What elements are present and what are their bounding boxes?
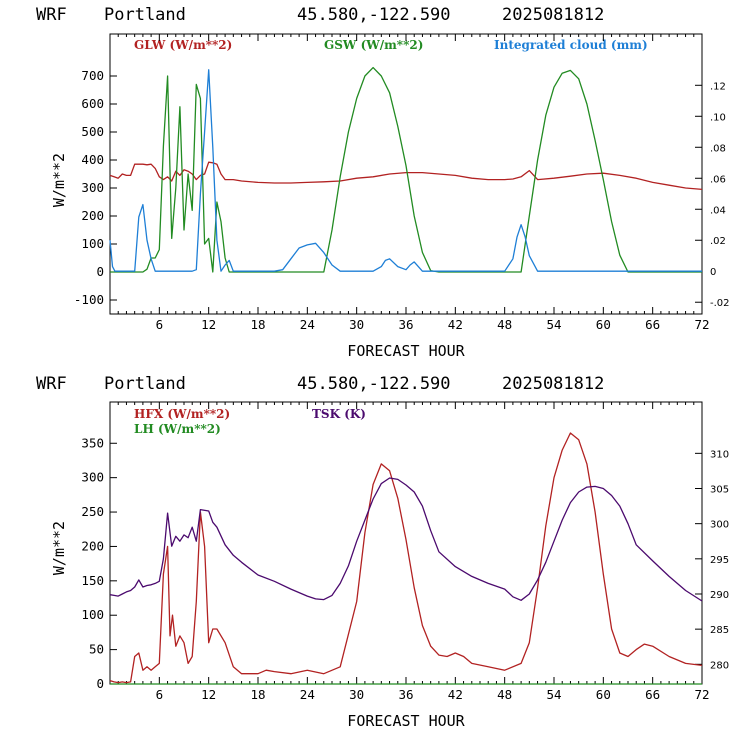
y2-tick-label: 300 (710, 520, 729, 531)
y-tick-label: 100 (81, 236, 104, 251)
y-axis-title: W/m**2 (50, 521, 68, 575)
x-tick-label: 48 (497, 687, 512, 702)
x-tick-label: 24 (300, 317, 315, 332)
y2-tick-label: .04 (710, 205, 726, 216)
x-tick-label: 24 (300, 687, 315, 702)
series-hfx-line (109, 432, 703, 684)
panel-header: WRF Portland 45.580,-122.590 2025081812 (36, 5, 604, 25)
x-tick-label: 66 (645, 317, 660, 332)
series-integrated-line (109, 69, 702, 272)
y2-tick-label: .12 (710, 81, 726, 92)
x-tick-label: 54 (546, 317, 561, 332)
series-gsw-line (110, 66, 702, 273)
x-tick-label: 66 (645, 687, 660, 702)
x-tick-label: 60 (596, 687, 611, 702)
y2-tick-label: 305 (710, 484, 729, 495)
y2-tick-label: 285 (710, 625, 729, 636)
y-tick-label: 250 (81, 504, 104, 519)
coordinates: 45.580,-122.590 (297, 374, 451, 394)
x-tick-label: 6 (156, 317, 164, 332)
y2-tick-label: .08 (710, 143, 726, 154)
surface-flux-panel: WRF Portland 45.580,-122.590 2025081812 … (36, 374, 729, 730)
y-tick-label: -100 (74, 292, 104, 307)
x-axis-title: FORECAST HOUR (347, 712, 465, 730)
y-tick-label: 0 (96, 264, 104, 279)
y2-tick-label: .06 (710, 174, 726, 185)
y2-tick-label: 295 (710, 555, 729, 566)
x-tick-label: 60 (596, 317, 611, 332)
legend-tsk: TSK (K) (312, 407, 366, 421)
legend-gsw: GSW (W/m**2) (324, 38, 423, 52)
y-tick-label: 300 (81, 470, 104, 485)
x-tick-label: 6 (156, 687, 164, 702)
model-name: WRF (36, 374, 67, 394)
y-tick-label: 150 (81, 573, 104, 588)
legend-glw: GLW (W/m**2) (134, 38, 232, 52)
x-axis-title: FORECAST HOUR (347, 342, 465, 360)
x-tick-label: 42 (448, 687, 463, 702)
model-name: WRF (36, 5, 67, 25)
x-tick-label: 72 (694, 317, 709, 332)
x-tick-label: 12 (201, 317, 216, 332)
run-time: 2025081812 (502, 5, 604, 25)
y2-tick-label: 290 (710, 590, 729, 601)
series-glw-line (109, 161, 703, 191)
x-tick-label: 36 (398, 687, 413, 702)
y-tick-label: 600 (81, 96, 104, 111)
legend-cloud: Integrated cloud (mm) (494, 38, 648, 52)
x-tick-label: 30 (349, 687, 364, 702)
y2-tick-label: 280 (710, 660, 729, 671)
y-tick-label: 100 (81, 607, 104, 622)
y2-tick-label: .10 (710, 112, 726, 123)
y2-tick-label: -.02 (710, 298, 730, 309)
x-tick-label: 18 (250, 317, 265, 332)
x-tick-label: 72 (694, 687, 709, 702)
y-tick-label: 400 (81, 152, 104, 167)
y-axis-title: W/m**2 (50, 153, 68, 207)
y2-tick-label: 310 (710, 449, 729, 460)
x-tick-label: 48 (497, 317, 512, 332)
x-tick-label: 36 (398, 317, 413, 332)
x-tick-label: 18 (250, 687, 265, 702)
y-tick-label: 350 (81, 435, 104, 450)
y-tick-label: 300 (81, 180, 104, 195)
x-tick-label: 42 (448, 317, 463, 332)
panel-header: WRF Portland 45.580,-122.590 2025081812 (36, 374, 604, 394)
y-tick-label: 500 (81, 124, 104, 139)
x-tick-label: 12 (201, 687, 216, 702)
legend-lh: LH (W/m**2) (134, 422, 221, 436)
y2-tick-label: 0 (710, 267, 716, 278)
series-tsk-line (109, 477, 703, 602)
y-tick-label: 200 (81, 208, 104, 223)
location-name: Portland (104, 5, 186, 25)
y-tick-label: 200 (81, 538, 104, 553)
coordinates: 45.580,-122.590 (297, 5, 451, 25)
legend-hfx: HFX (W/m**2) (134, 407, 230, 421)
y-tick-label: 50 (89, 642, 104, 657)
x-tick-label: 30 (349, 317, 364, 332)
run-time: 2025081812 (502, 374, 604, 394)
radiation-panel: WRF Portland 45.580,-122.590 2025081812 … (36, 5, 730, 360)
location-name: Portland (104, 374, 186, 394)
y-tick-label: 700 (81, 68, 104, 83)
y2-tick-label: .02 (710, 236, 726, 247)
y-tick-label: 0 (96, 676, 104, 691)
x-tick-label: 54 (546, 687, 561, 702)
